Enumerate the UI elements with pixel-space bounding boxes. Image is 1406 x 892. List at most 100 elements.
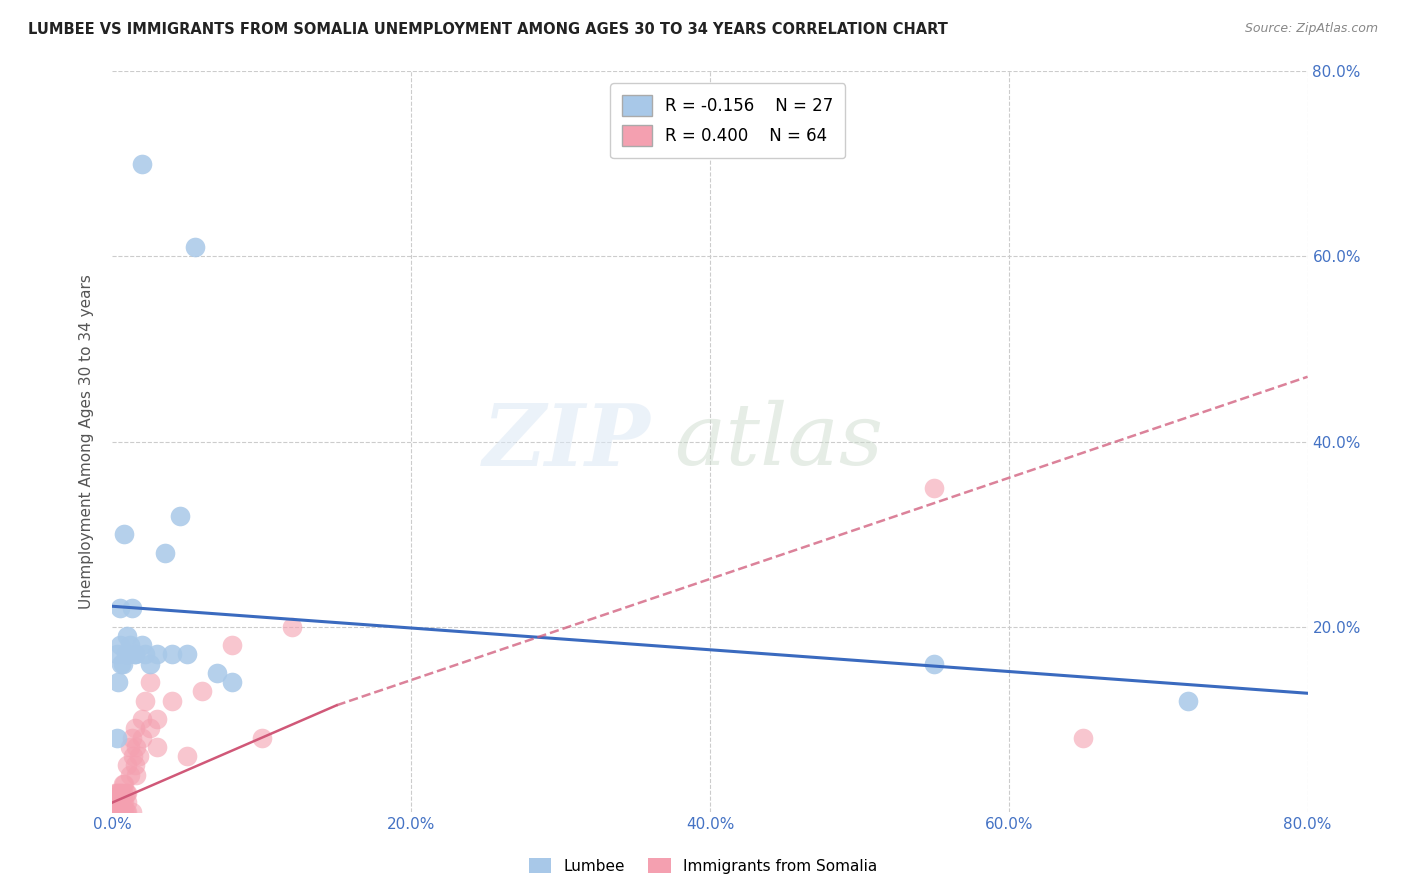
Point — [104, 805, 127, 819]
Point — [104, 805, 127, 819]
Point — [125, 739, 148, 754]
Point — [111, 805, 134, 819]
Point — [250, 731, 273, 745]
Point — [221, 675, 243, 690]
Point — [146, 648, 169, 662]
Point — [107, 805, 129, 819]
Point — [121, 805, 143, 819]
Point — [922, 657, 945, 671]
Point — [105, 796, 128, 810]
Point — [117, 786, 139, 800]
Point — [1073, 731, 1095, 745]
Point — [131, 712, 153, 726]
Point — [114, 777, 135, 791]
Point — [131, 157, 153, 171]
Point — [115, 786, 138, 800]
Point — [108, 786, 131, 800]
Point — [125, 767, 148, 781]
Point — [107, 796, 129, 810]
Point — [115, 805, 138, 819]
Point — [281, 619, 304, 633]
Point — [104, 786, 127, 800]
Point — [122, 749, 145, 764]
Point — [922, 481, 945, 495]
Point — [114, 796, 135, 810]
Point — [162, 694, 183, 708]
Point — [124, 722, 146, 736]
Point — [117, 648, 139, 662]
Point — [107, 675, 129, 690]
Point — [108, 601, 131, 615]
Point — [124, 648, 146, 662]
Point — [103, 805, 125, 819]
Point — [176, 648, 198, 662]
Point — [117, 796, 139, 810]
Point — [120, 638, 142, 652]
Point — [108, 805, 131, 819]
Point — [110, 805, 132, 819]
Point — [103, 796, 125, 810]
Point — [162, 648, 183, 662]
Point — [191, 684, 214, 698]
Point — [104, 805, 127, 819]
Point — [169, 508, 191, 523]
Point — [117, 629, 139, 643]
Point — [107, 805, 129, 819]
Point — [111, 786, 134, 800]
Y-axis label: Unemployment Among Ages 30 to 34 years: Unemployment Among Ages 30 to 34 years — [79, 274, 94, 609]
Point — [105, 805, 128, 819]
Point — [110, 786, 132, 800]
Point — [110, 805, 132, 819]
Point — [1177, 694, 1199, 708]
Point — [110, 657, 132, 671]
Point — [120, 739, 142, 754]
Point — [105, 648, 128, 662]
Point — [103, 805, 125, 819]
Point — [105, 731, 128, 745]
Point — [205, 665, 228, 680]
Point — [104, 796, 127, 810]
Point — [115, 648, 138, 662]
Legend: R = -0.156    N = 27, R = 0.400    N = 64: R = -0.156 N = 27, R = 0.400 N = 64 — [610, 83, 845, 158]
Point — [131, 731, 153, 745]
Point — [105, 805, 128, 819]
Text: atlas: atlas — [675, 401, 883, 483]
Point — [114, 527, 135, 541]
Point — [117, 805, 139, 819]
Point — [103, 805, 125, 819]
Point — [176, 749, 198, 764]
Point — [131, 638, 153, 652]
Point — [107, 786, 129, 800]
Point — [146, 739, 169, 754]
Point — [108, 796, 131, 810]
Point — [120, 767, 142, 781]
Point — [110, 796, 132, 810]
Point — [111, 777, 134, 791]
Point — [114, 805, 135, 819]
Point — [128, 749, 150, 764]
Point — [111, 657, 134, 671]
Point — [121, 731, 143, 745]
Point — [111, 796, 134, 810]
Point — [121, 601, 143, 615]
Text: ZIP: ZIP — [482, 400, 651, 483]
Point — [124, 758, 146, 772]
Text: LUMBEE VS IMMIGRANTS FROM SOMALIA UNEMPLOYMENT AMONG AGES 30 TO 34 YEARS CORRELA: LUMBEE VS IMMIGRANTS FROM SOMALIA UNEMPL… — [28, 22, 948, 37]
Point — [134, 694, 156, 708]
Legend: Lumbee, Immigrants from Somalia: Lumbee, Immigrants from Somalia — [523, 852, 883, 880]
Point — [134, 648, 156, 662]
Point — [108, 805, 131, 819]
Point — [105, 786, 128, 800]
Text: Source: ZipAtlas.com: Source: ZipAtlas.com — [1244, 22, 1378, 36]
Point — [124, 648, 146, 662]
Point — [183, 240, 205, 254]
Point — [108, 638, 131, 652]
Point — [139, 722, 162, 736]
Point — [108, 805, 131, 819]
Point — [117, 758, 139, 772]
Point — [139, 657, 162, 671]
Point — [139, 675, 162, 690]
Point — [221, 638, 243, 652]
Point — [153, 545, 176, 560]
Point — [146, 712, 169, 726]
